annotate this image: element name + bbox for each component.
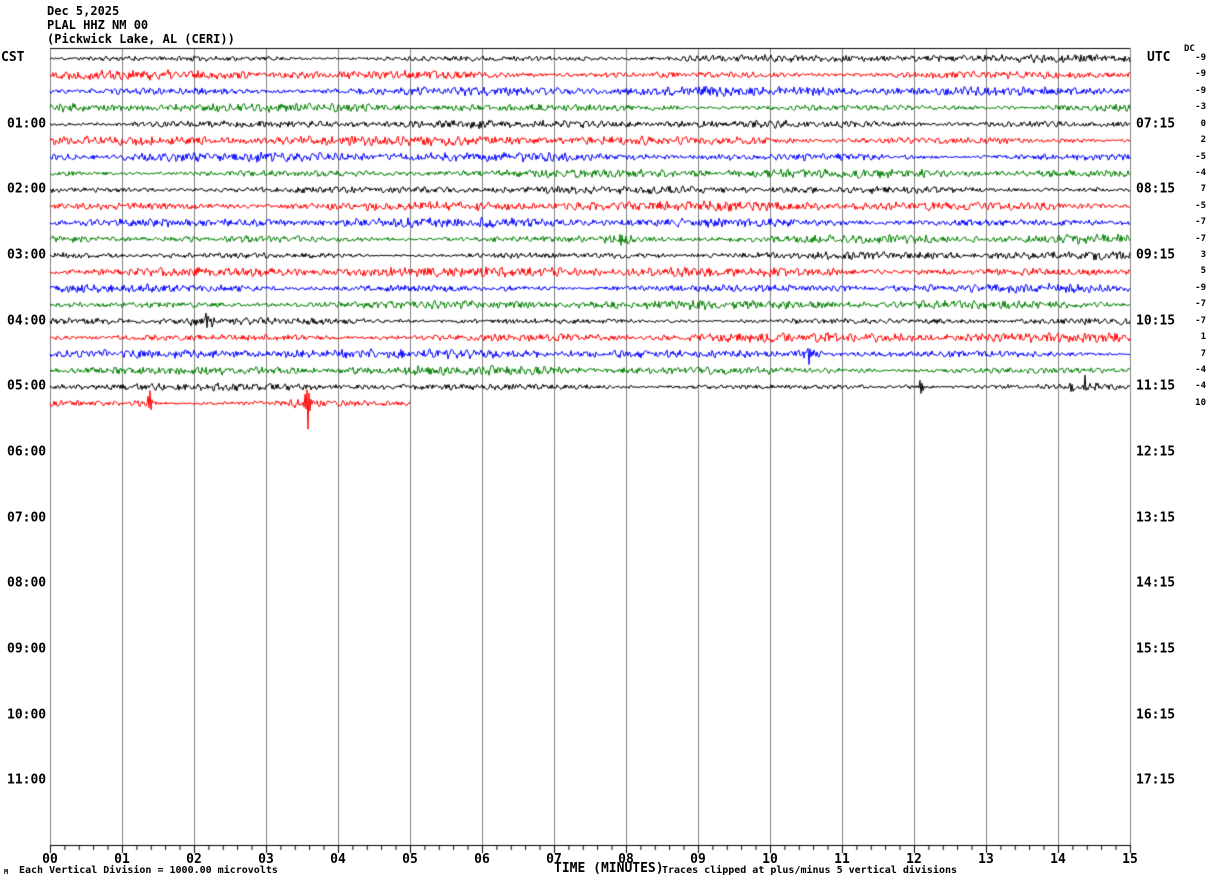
dc-offset-value: -7 <box>1195 233 1206 244</box>
x-tick-label: 11 <box>834 852 850 867</box>
right-hour-label: 10:15 <box>1136 313 1176 329</box>
x-tick-label: 05 <box>402 852 418 867</box>
dc-offset-value: 10 <box>1195 397 1206 408</box>
x-tick-label: 13 <box>978 852 994 867</box>
x-tick-label: 03 <box>258 852 274 867</box>
right-hour-label: 17:15 <box>1136 772 1176 788</box>
dc-offset-value: 7 <box>1200 184 1206 195</box>
right-hour-label: 07:15 <box>1136 116 1176 132</box>
right-hour-label: 15:15 <box>1136 641 1176 657</box>
left-hour-label: 03:00 <box>7 247 47 263</box>
x-tick-label: 02 <box>186 852 202 867</box>
right-hour-label: 13:15 <box>1136 510 1176 526</box>
scale-note: Each Vertical Division = 1000.00 microvo… <box>19 865 278 876</box>
left-hour-label: 08:00 <box>7 575 47 591</box>
dc-offset-value: -4 <box>1195 364 1206 375</box>
x-tick-label: 10 <box>762 852 778 867</box>
dc-offset-value: 3 <box>1200 250 1206 261</box>
left-hour-label: 10:00 <box>7 707 47 723</box>
right-hour-label: 12:15 <box>1136 444 1176 460</box>
right-hour-label: 08:15 <box>1136 181 1176 197</box>
dc-offset-value: -9 <box>1195 69 1206 80</box>
right-hour-label: 11:15 <box>1136 378 1176 394</box>
dc-offset-value: -7 <box>1195 315 1206 326</box>
left-hour-label: 04:00 <box>7 313 47 329</box>
left-hour-label: 01:00 <box>7 116 47 132</box>
x-tick-label: 00 <box>42 852 58 867</box>
dc-offset-value: -7 <box>1195 299 1206 310</box>
x-tick-label: 01 <box>114 852 130 867</box>
dc-offset-value: -9 <box>1195 85 1206 96</box>
x-tick-label: 14 <box>1050 852 1066 867</box>
corner-glyph: M <box>4 868 9 876</box>
dc-offset-value: 7 <box>1200 348 1206 359</box>
dc-offset-header: DC <box>1184 44 1195 54</box>
x-tick-label: 04 <box>330 852 346 867</box>
x-tick-label: 08 <box>618 852 634 867</box>
clip-note: Traces clipped at plus/minus 5 vertical … <box>662 865 958 876</box>
left-hour-label: 02:00 <box>7 181 47 197</box>
dc-offset-value: -5 <box>1195 151 1206 162</box>
x-tick-label: 07 <box>546 852 562 867</box>
right-hour-label: 16:15 <box>1136 707 1176 723</box>
left-timezone-label: CST <box>1 50 25 65</box>
left-hour-label: 11:00 <box>7 772 47 788</box>
dc-offset-value: -9 <box>1195 282 1206 293</box>
right-timezone-label: UTC <box>1147 50 1171 65</box>
right-hour-label: 14:15 <box>1136 575 1176 591</box>
dc-offset-value: 2 <box>1200 135 1206 146</box>
dc-offset-value: -3 <box>1195 102 1206 113</box>
x-tick-label: 09 <box>690 852 706 867</box>
x-tick-label: 12 <box>906 852 922 867</box>
dc-offset-value: -4 <box>1195 381 1206 392</box>
dc-offset-value: -5 <box>1195 200 1206 211</box>
left-hour-label: 07:00 <box>7 510 47 526</box>
x-axis-title: TIME (MINUTES) <box>554 861 664 876</box>
x-tick-label: 15 <box>1122 852 1138 867</box>
left-hour-label: 06:00 <box>7 444 47 460</box>
right-hour-label: 09:15 <box>1136 247 1176 263</box>
title-location: (Pickwick Lake, AL (CERI)) <box>47 32 235 46</box>
x-tick-label: 06 <box>474 852 490 867</box>
left-hour-label: 05:00 <box>7 378 47 394</box>
dc-offset-value: 1 <box>1200 332 1206 343</box>
dc-offset-value: -9 <box>1195 53 1206 63</box>
left-hour-label: 09:00 <box>7 641 47 657</box>
dc-offset-value: -4 <box>1195 167 1206 178</box>
dc-offset-value: 5 <box>1200 266 1206 277</box>
dc-offset-value: 0 <box>1200 118 1206 129</box>
dc-offset-value: -7 <box>1195 217 1206 228</box>
title-station: PLAL HHZ NM 00 <box>47 18 149 32</box>
title-date: Dec 5,2025 <box>47 4 120 18</box>
